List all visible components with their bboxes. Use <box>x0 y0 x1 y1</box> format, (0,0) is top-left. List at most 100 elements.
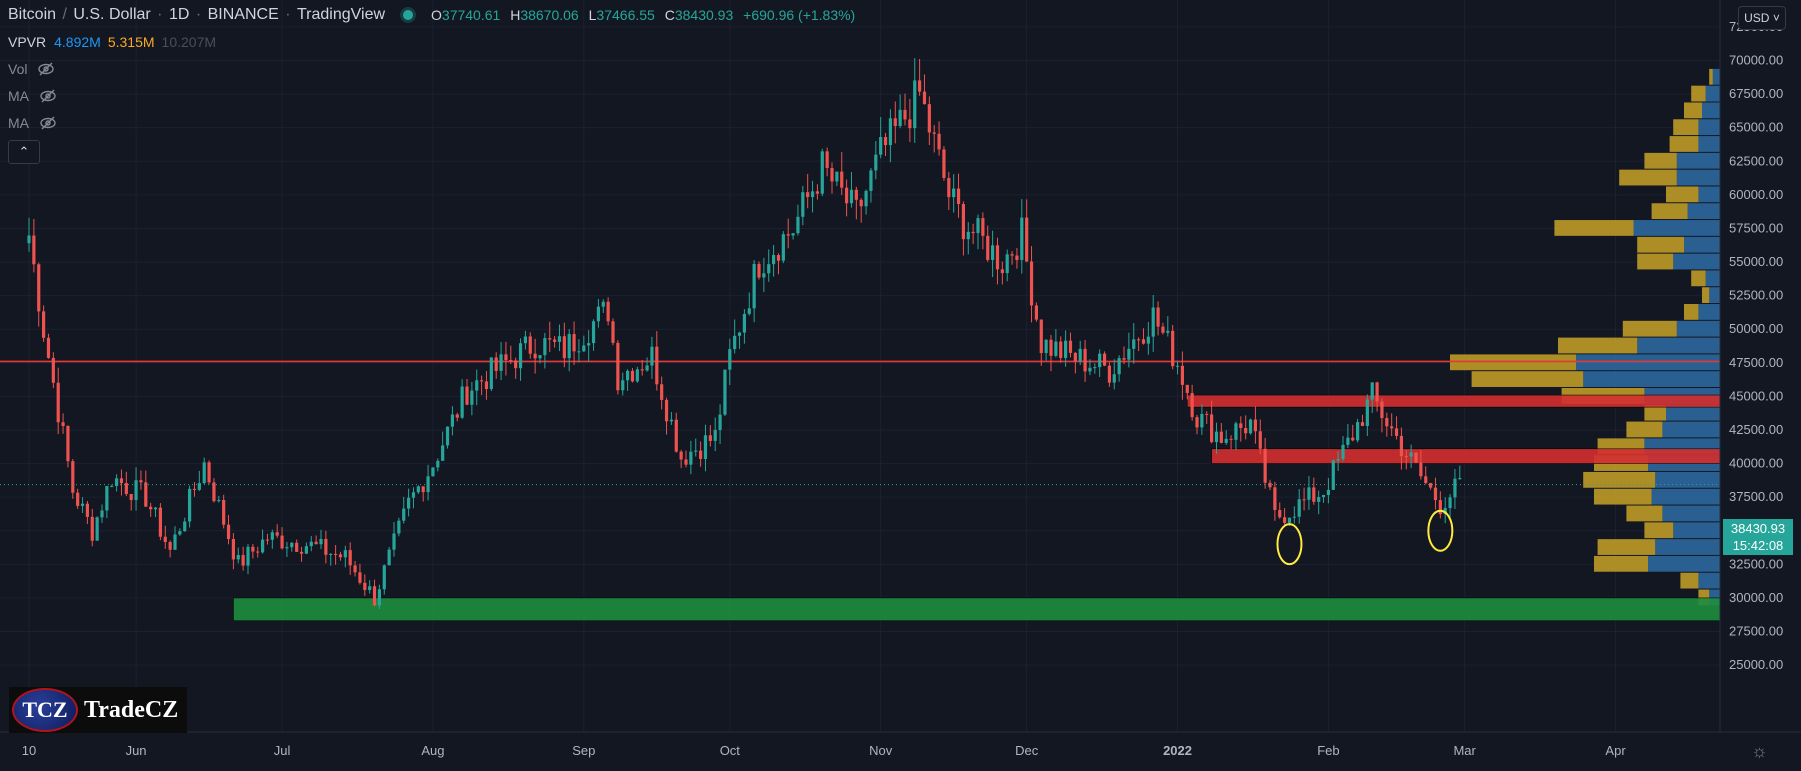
volume-profile-buy-bar <box>1698 572 1720 589</box>
vpvr-legend[interactable]: VPVR 4.892M 5.315M 10.207M <box>8 34 216 50</box>
volume-profile-buy-bar <box>1676 169 1720 186</box>
candle-up <box>669 411 674 425</box>
candle-body <box>757 263 761 278</box>
candle-body <box>149 506 153 510</box>
volume-profile-sell-bar <box>1666 186 1699 203</box>
eye-crossed-icon[interactable] <box>39 116 57 130</box>
candle-up <box>582 335 586 353</box>
volume-profile-buy-bar <box>1705 85 1720 102</box>
candle-body <box>820 151 824 194</box>
symbol-name[interactable]: Bitcoin <box>8 6 57 23</box>
candle-down <box>908 98 912 143</box>
candle-body <box>587 343 591 346</box>
candle-down <box>1394 416 1399 440</box>
volume-profile-buy-bar <box>1709 287 1720 304</box>
price-tick-label: 45000.00 <box>1729 388 1783 403</box>
candle-body <box>801 192 805 217</box>
volume-profile-sell-bar <box>1554 220 1634 236</box>
candle-body <box>538 355 542 359</box>
time-tick-label: Jul <box>274 743 291 758</box>
candle-body <box>1171 330 1175 367</box>
candle-body <box>1156 307 1160 327</box>
indicator-row-ma-2[interactable]: MA <box>8 115 57 131</box>
candle-down <box>256 546 260 558</box>
candle-body <box>1433 487 1438 501</box>
candle-down <box>927 96 931 146</box>
candle-up <box>645 357 649 372</box>
title-separator: · <box>280 6 295 23</box>
market-status-icon[interactable] <box>403 10 414 20</box>
gear-icon[interactable]: ☼ <box>1751 741 1768 761</box>
candle-down <box>334 545 338 565</box>
eye-crossed-icon[interactable] <box>39 89 57 103</box>
candle-down <box>815 184 820 200</box>
time-tick-label: Nov <box>869 743 893 758</box>
candle-up <box>134 467 138 511</box>
candle-up <box>767 249 771 282</box>
volume-profile-sell-bar <box>1709 68 1713 85</box>
candle-body <box>1414 452 1418 463</box>
candle-down <box>1185 384 1189 400</box>
candle-body <box>42 311 46 338</box>
volume-profile-buy-bar <box>1637 337 1720 354</box>
indicator-row-vol[interactable]: Vol <box>8 61 55 77</box>
candle-down <box>129 493 133 511</box>
candle-down <box>421 486 425 502</box>
currency-button[interactable]: USD ˅ <box>1738 6 1786 30</box>
candle-down <box>1399 427 1404 470</box>
candle-body <box>1025 217 1029 262</box>
candle-up <box>1453 468 1457 509</box>
candle-down <box>854 186 858 220</box>
indicator-name: Vol <box>8 61 28 77</box>
candle-body <box>372 586 377 606</box>
volume-profile-buy-bar <box>1662 421 1720 438</box>
candle-body <box>1088 367 1092 372</box>
candle-up <box>319 529 323 550</box>
volume-profile-sell-bar <box>1680 572 1699 589</box>
candle-body <box>1073 352 1077 362</box>
candle-up <box>913 58 917 143</box>
candle-body <box>922 91 927 105</box>
candle-down <box>553 336 557 348</box>
candle-up <box>202 457 206 485</box>
candle-down <box>207 460 211 485</box>
candle-down <box>956 173 961 218</box>
candle-body <box>762 273 766 278</box>
candle-body <box>188 488 192 522</box>
candle-up <box>1331 459 1335 490</box>
candle-up <box>1005 249 1009 282</box>
candle-body <box>353 565 357 573</box>
candle-up <box>1346 424 1350 449</box>
candle-down <box>1429 482 1433 490</box>
candle-down <box>76 488 80 509</box>
candle-down <box>859 198 863 223</box>
candle-up <box>1458 465 1462 480</box>
interval-label[interactable]: 1D <box>168 6 190 23</box>
candle-body <box>27 235 31 244</box>
candle-body <box>864 190 868 207</box>
vpvr-total-volume: 10.207M <box>161 34 217 50</box>
candle-body <box>1064 340 1068 358</box>
candle-up <box>864 189 868 215</box>
symbol-quote[interactable]: U.S. Dollar <box>73 6 151 23</box>
candle-up <box>188 485 192 528</box>
candle-up <box>382 564 386 595</box>
candle-body <box>557 336 562 342</box>
candle-body <box>1302 499 1306 501</box>
candle-body <box>90 516 94 541</box>
eye-crossed-icon[interactable] <box>37 62 55 76</box>
indicator-row-ma-1[interactable]: MA <box>8 88 57 104</box>
collapse-legend-button[interactable]: ⌃ <box>8 140 40 164</box>
exchange-label[interactable]: BINANCE <box>207 6 279 23</box>
candle-up <box>197 470 201 492</box>
candle-body <box>1229 438 1233 440</box>
candle-body <box>737 332 742 336</box>
candle-up <box>178 528 182 536</box>
candle-body <box>226 524 231 540</box>
candle-body <box>830 168 834 182</box>
candle-body <box>1278 509 1282 518</box>
candle-body <box>718 414 722 430</box>
candle-body <box>270 532 274 540</box>
